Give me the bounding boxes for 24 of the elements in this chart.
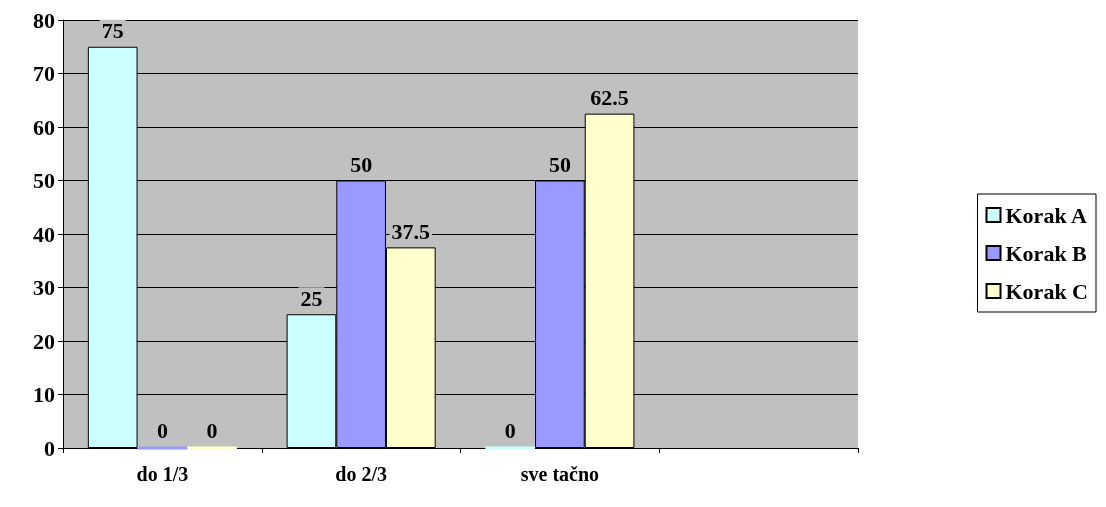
y-tick-label: 50 [33, 168, 55, 193]
legend-label: Korak A [1005, 202, 1087, 228]
y-tick-label: 80 [33, 7, 55, 33]
x-tick-label: sve tačno [520, 463, 600, 485]
data-label: 0 [156, 418, 168, 443]
data-label: 37.5 [391, 218, 431, 244]
data-label: 0 [504, 418, 516, 443]
data-label: 50 [548, 152, 571, 177]
x-tick-label: do 2/3 [335, 463, 387, 485]
y-tick-label: 30 [33, 275, 55, 300]
y-tick-label: 60 [33, 114, 55, 140]
y-tick-label: 20 [33, 328, 55, 354]
legend-label: Korak C [1005, 278, 1088, 304]
y-tick-label: 10 [33, 382, 55, 407]
legend-label: Korak B [1005, 240, 1088, 266]
data-label: 50 [350, 152, 373, 177]
y-tick-label: 40 [33, 221, 55, 247]
data-label: 75 [101, 18, 124, 44]
data-label: 62.5 [590, 85, 629, 111]
data-label: 25 [300, 285, 323, 311]
y-tick-label: 0 [44, 435, 55, 461]
y-tick-label: 70 [33, 61, 55, 86]
x-tick-label: do 1/3 [136, 463, 189, 485]
data-label: 0 [206, 418, 218, 443]
